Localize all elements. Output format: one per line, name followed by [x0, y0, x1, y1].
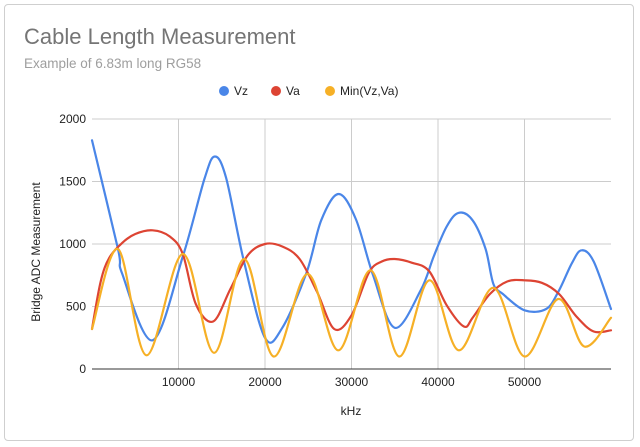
chart-card — [4, 4, 634, 441]
y-tick-label: 500 — [66, 300, 86, 314]
x-axis-ticks: 10000 20000 30000 40000 50000 — [162, 375, 542, 389]
x-tick-label: 10000 — [162, 375, 196, 389]
x-tick-label: 20000 — [248, 375, 282, 389]
legend-label: Min(Vz,Va) — [340, 84, 398, 98]
chart-title: Cable Length Measurement — [24, 24, 296, 49]
y-tick-label: 2000 — [59, 112, 86, 126]
x-tick-label: 50000 — [508, 375, 542, 389]
y-tick-label: 1500 — [59, 175, 86, 189]
legend-label: Va — [286, 84, 300, 98]
legend-label: Vz — [234, 84, 248, 98]
chart-subtitle: Example of 6.83m long RG58 — [24, 56, 202, 71]
y-axis-title: Bridge ADC Measurement — [29, 182, 43, 322]
legend-marker — [219, 86, 229, 96]
grid-lines — [92, 118, 611, 370]
series-lines — [90, 139, 613, 358]
y-tick-label: 0 — [79, 362, 86, 376]
y-tick-label: 1000 — [59, 237, 86, 251]
series-line-va — [90, 229, 613, 334]
legend-marker — [271, 86, 281, 96]
x-tick-label: 40000 — [421, 375, 455, 389]
series-line-min-vz-va — [90, 247, 613, 358]
x-tick-label: 30000 — [335, 375, 369, 389]
x-axis-title: kHz — [341, 404, 362, 418]
series-line-vz — [90, 139, 613, 344]
y-axis-ticks: 0 500 1000 1500 2000 — [59, 112, 86, 376]
legend: Vz Va Min(Vz,Va) — [219, 84, 398, 98]
legend-marker — [325, 86, 335, 96]
